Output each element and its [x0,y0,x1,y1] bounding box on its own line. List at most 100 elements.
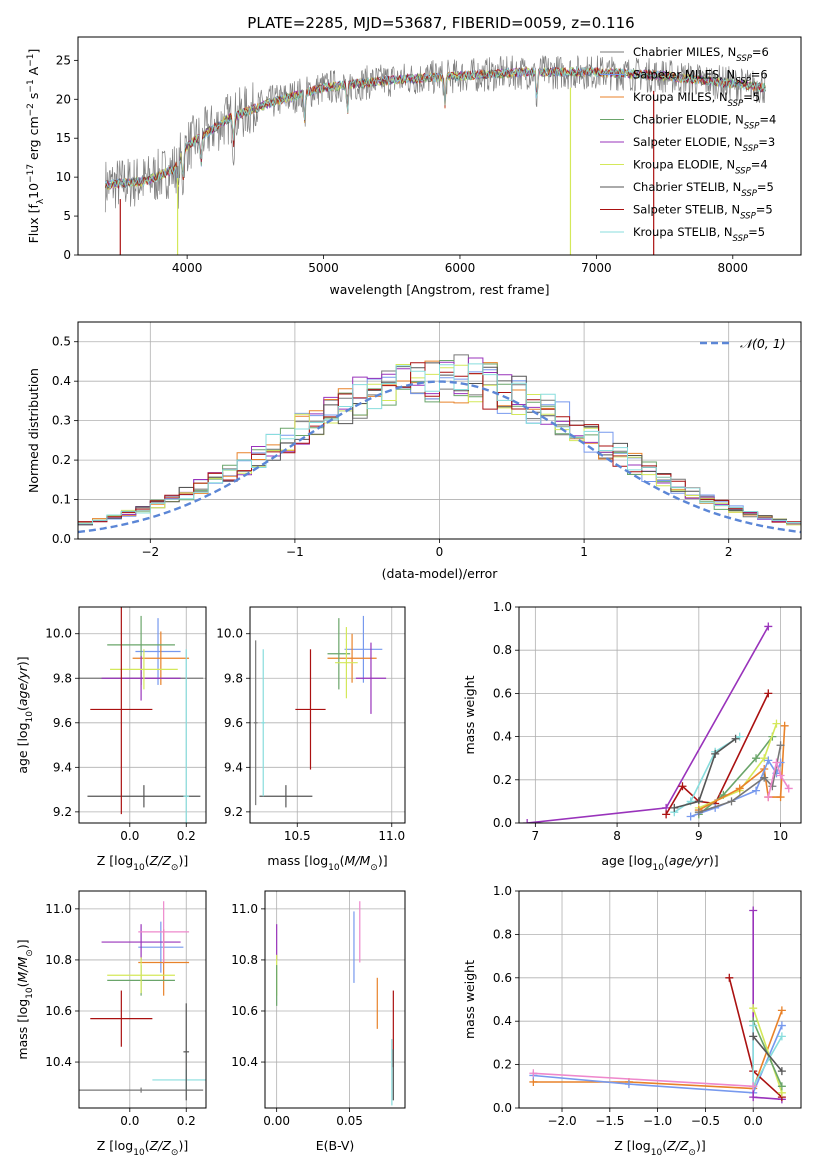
weight-marker [760,754,769,763]
residuals-xlabel-part: (data-model)/error [382,566,499,581]
y-tick-label: 0.2 [52,453,71,467]
age_vs_mass-xlabel-part: ( [340,853,345,868]
legend-label-sub: SSP [728,99,744,109]
x-tick-label: −1.0 [643,1114,672,1128]
weight-marker [678,782,687,791]
legend-label-sub: SSP [735,167,751,177]
axes-frame [249,606,406,824]
legend-label-text: Chabrier STELIB, N [633,180,741,194]
mass_vs_Z-ylabel: mass [log10(M/M⊙)] [15,939,35,1059]
y-tick-label: 10.8 [45,953,72,967]
weight-marker [749,1021,758,1030]
mass_vs_Z-ylabel-part: mass [log [15,999,30,1060]
x-tick-label: −0.5 [691,1114,720,1128]
weight-series-line [533,1025,783,1094]
legend-label-sub: SSP [744,122,760,132]
figure-title: PLATE=2285, MJD=53687, FIBERID=0059, z=0… [247,14,634,32]
age_vs_Z-xlabel-part: ( [145,853,150,868]
weight-series-line [698,736,774,816]
spectrum-ylabel-part: λ [36,198,46,204]
legend-label-text: Kroupa ELODIE, N [633,158,735,172]
legend-label-tail: =5 [748,225,765,239]
weight-marker [764,622,773,631]
x-tick-label: −1 [286,545,304,559]
age_vs_Z-xlabel-part: 10 [133,863,145,873]
legend-label-text: Salpeter MILES, N [633,68,735,82]
weight_vs_age-xlabel: age [log10(age/yr)] [601,853,718,873]
axes-frame [78,890,207,1109]
weight-series-line [690,758,782,818]
x-tick-label: 0.2 [177,829,196,843]
weight-marker [731,734,740,743]
x-tick-label: 0.00 [263,1114,290,1128]
plot-area [78,354,801,534]
weight_vs_Z-ylabel-part: mass weight [462,960,477,1039]
age_vs_Z-xlabel-part: )] [178,853,188,868]
legend-label-KM: Kroupa MILES, NSSP=5 [633,90,760,109]
age_vs_Z-ylabel-part: 10 [25,711,35,723]
spectrum-ylabel-part: A [26,66,41,79]
age_vs_Z-ylabel-part: age/yr [15,665,30,706]
x-tick-label: 9 [695,829,703,843]
y-tick-label: 9.8 [53,671,72,685]
weight-series-line [752,1035,783,1072]
weight-marker [760,773,769,782]
weight_vs_age-xlabel-part: age [log [601,853,652,868]
legend-label-KE: Kroupa ELODIE, NSSP=4 [633,158,768,177]
weight-marker [777,1021,786,1030]
x-tick-label: 7000 [581,261,612,275]
spectrum-ylabel-part: ] [26,49,41,54]
y-tick-label: 0.0 [52,532,71,546]
residuals-xlabel: (data-model)/error [382,566,499,581]
x-tick-label: −2 [141,545,159,559]
y-tick-label: 0.0 [493,1101,512,1115]
y-tick-label: 9.6 [53,716,72,730]
age_vs_Z-xlabel: Z [log10(Z/Z⊙)] [97,853,188,873]
weight-marker [780,721,789,730]
age_vs_mass-xlabel-part: )] [378,853,388,868]
weight-marker [784,784,793,793]
spectrum-ylabel-part: erg cm [26,116,41,164]
residuals-ylabel-part: Normed distribution [26,368,41,493]
histogram-KS [78,363,801,525]
legend-label-text: Salpeter ELODIE, N [633,135,743,149]
mass_vs_Z-xlabel-part: )] [178,1138,188,1153]
y-tick-label: 10.8 [231,953,258,967]
y-tick-label: 10.6 [231,1004,258,1018]
y-tick-label: 20 [56,92,71,106]
legend-label-tail: =6 [752,45,769,59]
age_vs_Z-ylabel: age [log10(age/yr)] [15,656,35,773]
weight-marker [752,786,761,795]
panel-mass_vs_Z: 0.0 0.210.410.610.811.0Z [log10(Z/Z⊙)]mas… [15,890,207,1158]
legend-label-KS: Kroupa STELIB, NSSP=5 [633,225,765,244]
residuals-ylabel: Normed distribution [26,368,41,493]
spectrum-ylabel-part: −17 [26,164,36,183]
weight-series-line [533,1072,754,1088]
weight-series-line [674,738,737,809]
y-tick-label: 10.4 [231,1055,258,1069]
spectrum-ylabel-part: −1 [26,54,36,67]
weight_vs_age-xlabel-part: )] [709,853,719,868]
x-tick-label: 0.0 [120,1114,139,1128]
legend-label-tail: =5 [756,203,773,217]
legend-label-sub: SSP [741,189,757,199]
weight-series-line [767,759,790,798]
age_vs_mass-xlabel-part: ⊙ [370,863,378,873]
x-tick-label: 0 [436,545,444,559]
weight-marker [662,810,671,819]
age_vs_Z-ylabel-part: ( [15,706,30,711]
y-tick-label: 10.4 [45,1055,72,1069]
y-tick-label: 11.0 [45,902,72,916]
axes-frame [518,606,802,824]
legend-label-text: Chabrier MILES, N [633,45,736,59]
y-tick-label: 0.8 [493,643,512,657]
y-tick-label: 0.5 [52,335,71,349]
y-tick-label: 9.8 [224,671,243,685]
weight-marker [727,797,736,806]
plot-area [276,901,394,1106]
age_vs_Z-ylabel-part: )] [15,656,30,666]
legend-label-tail: =3 [758,135,775,149]
weight_vs_Z-xlabel-part: )] [696,1138,706,1153]
